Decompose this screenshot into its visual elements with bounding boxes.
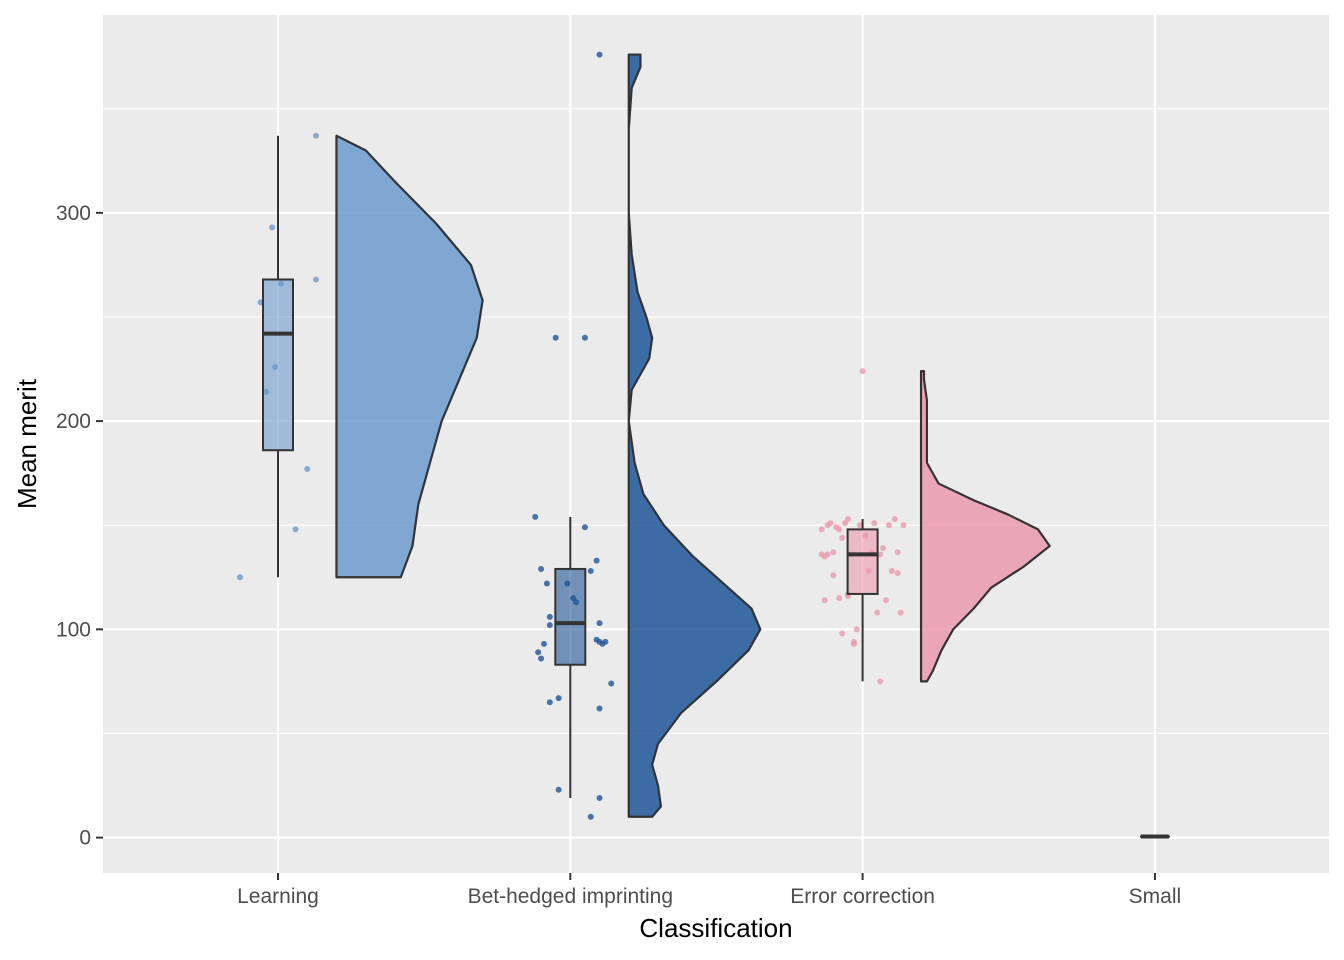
data-point — [821, 597, 828, 604]
data-point — [844, 515, 851, 522]
data-point — [257, 299, 264, 306]
data-point — [897, 609, 904, 616]
x-tick-label: Learning — [237, 885, 319, 908]
box-iqr — [554, 567, 587, 666]
density-half-violin — [335, 134, 484, 579]
data-point — [581, 524, 588, 531]
data-point — [540, 640, 547, 647]
data-point — [555, 786, 562, 793]
x-axis-ticks: Learning Bet-hedged imprinting Error corre… — [237, 873, 1181, 908]
data-point — [850, 640, 857, 647]
data-point — [830, 549, 837, 556]
data-point — [543, 580, 550, 587]
data-point — [602, 638, 609, 645]
data-point — [888, 568, 895, 575]
data-point — [292, 526, 299, 533]
data-point — [596, 705, 603, 712]
data-point — [608, 680, 615, 687]
data-point — [830, 572, 837, 579]
data-point — [581, 334, 588, 341]
box-iqr — [262, 278, 294, 452]
data-point — [877, 678, 884, 685]
data-point — [546, 699, 553, 706]
data-point — [824, 551, 831, 558]
data-point — [874, 609, 881, 616]
x-tick-label: Small — [1129, 885, 1182, 908]
data-point — [900, 522, 907, 529]
data-point — [535, 649, 542, 656]
density-half-violin — [627, 53, 762, 818]
data-point — [587, 568, 594, 575]
data-point — [894, 570, 901, 577]
data-point — [856, 522, 863, 529]
data-point — [555, 695, 562, 702]
data-point — [596, 51, 603, 58]
data-point — [237, 574, 244, 581]
x-axis-title: Classification — [639, 913, 792, 943]
data-point — [304, 465, 311, 472]
data-point — [871, 520, 878, 527]
x-tick-label: Bet-hedged imprinting — [468, 885, 673, 908]
category-groups — [237, 51, 1170, 839]
minor-gridlines — [103, 108, 1329, 735]
data-point — [891, 515, 898, 522]
y-tick-label: 100 — [56, 618, 91, 641]
x-tick-label: Error correction — [790, 885, 935, 908]
data-point — [880, 545, 887, 552]
plot-panel — [103, 15, 1329, 873]
data-point — [885, 522, 892, 529]
data-point — [538, 565, 545, 572]
data-point — [587, 813, 594, 820]
y-tick-label: 0 — [79, 827, 91, 850]
category-group — [237, 132, 484, 581]
data-point — [269, 224, 276, 231]
data-point — [546, 613, 553, 620]
y-tick-label: 200 — [56, 410, 91, 433]
data-point — [859, 368, 866, 375]
y-axis-ticks: 0 100 200 300 — [56, 202, 103, 850]
category-group — [818, 368, 1051, 685]
y-tick-label: 300 — [56, 202, 91, 225]
box-iqr — [846, 528, 879, 595]
data-point — [882, 597, 889, 604]
data-point — [836, 595, 843, 602]
data-point — [839, 534, 846, 541]
data-point — [596, 620, 603, 627]
data-point — [532, 513, 539, 520]
data-point — [827, 520, 834, 527]
data-point — [312, 132, 319, 139]
data-point — [894, 549, 901, 556]
y-axis-title: Mean merit — [12, 378, 42, 509]
data-point — [836, 526, 843, 533]
density-half-violin — [919, 370, 1051, 683]
data-point — [593, 557, 600, 564]
data-point — [312, 276, 319, 283]
data-point — [552, 334, 559, 341]
data-point — [877, 551, 884, 558]
data-point — [596, 795, 603, 802]
data-point — [818, 526, 825, 533]
data-point — [538, 655, 545, 662]
data-point — [853, 626, 860, 633]
data-point — [546, 622, 553, 629]
category-group — [532, 51, 762, 820]
data-point — [839, 630, 846, 637]
data-point — [842, 520, 849, 527]
